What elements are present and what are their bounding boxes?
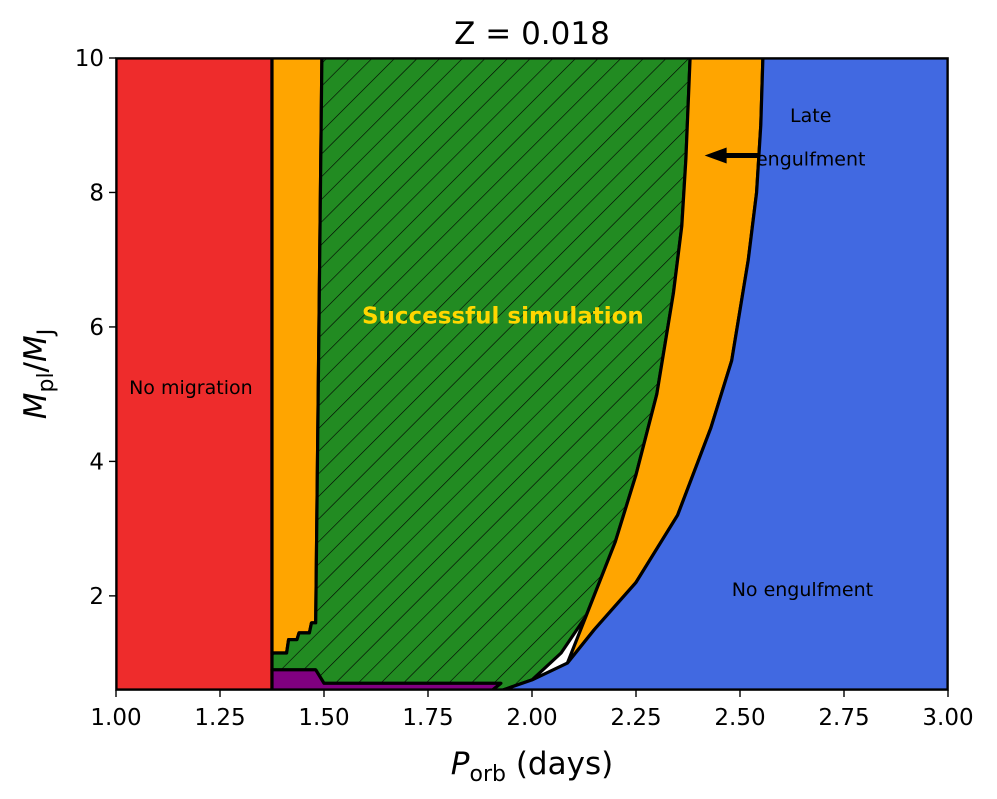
x-axis-label: Porb (days): [451, 746, 613, 787]
x-axis: 1.00 1.25 1.50 1.75 2.00 2.25 2.50 2.75 3.00: [90, 690, 974, 731]
y-tick-label: 6: [89, 315, 104, 341]
x-tick-label: 2.50: [714, 705, 765, 731]
x-tick-label: 2.75: [818, 705, 869, 731]
no-engulfment-label: No engulfment: [732, 579, 873, 601]
chart-title: Z = 0.018: [454, 16, 610, 52]
x-tick-label: 1.00: [90, 705, 141, 731]
region-purple-band: [270, 668, 503, 690]
late-engulfment-label-2: engulfment: [756, 149, 866, 171]
y-tick-label: 2: [89, 584, 104, 610]
x-tick-label: 1.50: [298, 705, 349, 731]
region-no-engulfment: [501, 58, 948, 690]
y-axis: 2 4 6 8 10: [75, 46, 116, 610]
region-no-migration: [116, 58, 274, 690]
region-orange-strip-left: [270, 58, 324, 655]
y-axis-label: Mpl/MJ: [18, 329, 59, 420]
late-engulfment-arrow-head: [704, 147, 727, 164]
y-tick-label: 8: [89, 180, 104, 206]
regions-layer: [116, 58, 948, 690]
x-tick-label: 2.00: [506, 705, 557, 731]
annotations-layer: No migration Successful simulation Late eng…: [129, 105, 873, 601]
region-success-hatch: [272, 58, 691, 690]
no-migration-label: No migration: [129, 377, 253, 399]
x-tick-label: 1.25: [194, 705, 245, 731]
y-tick-label: 4: [89, 449, 104, 475]
x-tick-label: 1.75: [402, 705, 453, 731]
late-engulfment-label-1: Late: [790, 105, 831, 127]
x-tick-label: 2.25: [610, 705, 661, 731]
y-tick-label: 10: [75, 46, 104, 72]
x-tick-label: 3.00: [922, 705, 973, 731]
success-label: Successful simulation: [362, 304, 644, 330]
